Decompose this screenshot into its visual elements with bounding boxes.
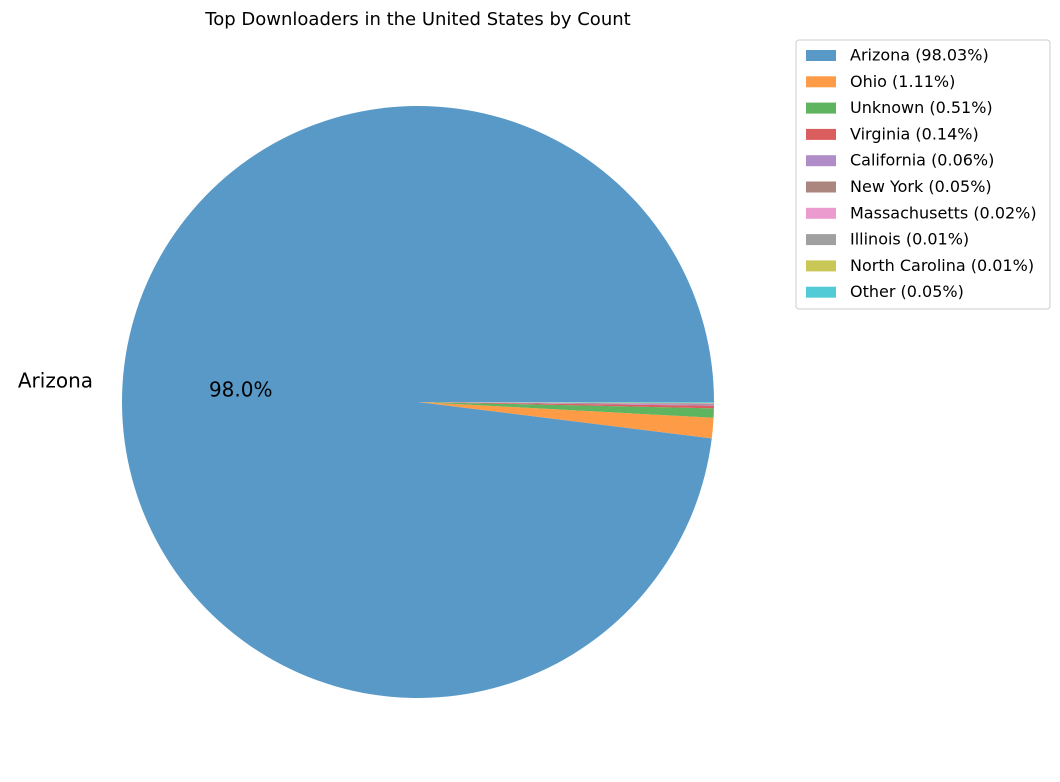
legend-swatch-virginia xyxy=(806,128,836,140)
pie-labels: Arizona 98.0% xyxy=(18,368,273,401)
legend-label-massachusetts: Massachusetts (0.02%) xyxy=(850,203,1037,222)
legend: Arizona (98.03%) Ohio (1.11%) Unknown (0.5… xyxy=(795,39,1051,310)
legend-items: Arizona (98.03%) Ohio (1.11%) Unknown (0.5… xyxy=(806,46,1037,301)
legend-swatch-new-york xyxy=(806,181,836,193)
slice-label-arizona: Arizona xyxy=(18,368,93,392)
legend-label-california: California (0.06%) xyxy=(850,151,994,170)
legend-frame xyxy=(795,39,1051,310)
legend-label-new-york: New York (0.05%) xyxy=(850,177,992,196)
legend-label-virginia: Virginia (0.14%) xyxy=(850,124,979,143)
legend-swatch-other xyxy=(806,286,836,298)
legend-label-arizona: Arizona (98.03%) xyxy=(850,46,989,65)
legend-swatch-unknown xyxy=(806,102,836,114)
pie-slice-california xyxy=(418,402,714,406)
pie-slices xyxy=(122,105,715,698)
legend-swatch-illinois xyxy=(806,234,836,246)
pie-slice-north-carolina xyxy=(418,402,714,404)
chart-title: Top Downloaders in the United States by … xyxy=(204,9,630,30)
pie-slice-arizona xyxy=(122,105,715,698)
pie-slice-other xyxy=(418,402,714,403)
legend-label-illinois: Illinois (0.01%) xyxy=(850,230,969,249)
legend-swatch-massachusetts xyxy=(806,207,836,219)
legend-label-other: Other (0.05%) xyxy=(850,282,964,301)
pie-slice-massachusetts xyxy=(418,402,714,404)
pie-slice-new-york xyxy=(418,402,714,405)
legend-label-ohio: Ohio (1.11%) xyxy=(850,72,955,91)
pie-slice-unknown xyxy=(418,402,714,418)
legend-swatch-north-carolina xyxy=(806,260,836,272)
slice-pct-arizona: 98.0% xyxy=(209,378,273,402)
legend-label-unknown: Unknown (0.51%) xyxy=(850,98,993,117)
pie-slice-ohio xyxy=(418,402,714,439)
pie-slice-virginia xyxy=(418,402,714,409)
legend-swatch-arizona xyxy=(806,50,836,61)
legend-swatch-ohio xyxy=(806,76,836,88)
legend-label-north-carolina: North Carolina (0.01%) xyxy=(850,256,1034,275)
pie-slice-illinois xyxy=(418,402,714,404)
legend-swatch-california xyxy=(806,155,836,167)
